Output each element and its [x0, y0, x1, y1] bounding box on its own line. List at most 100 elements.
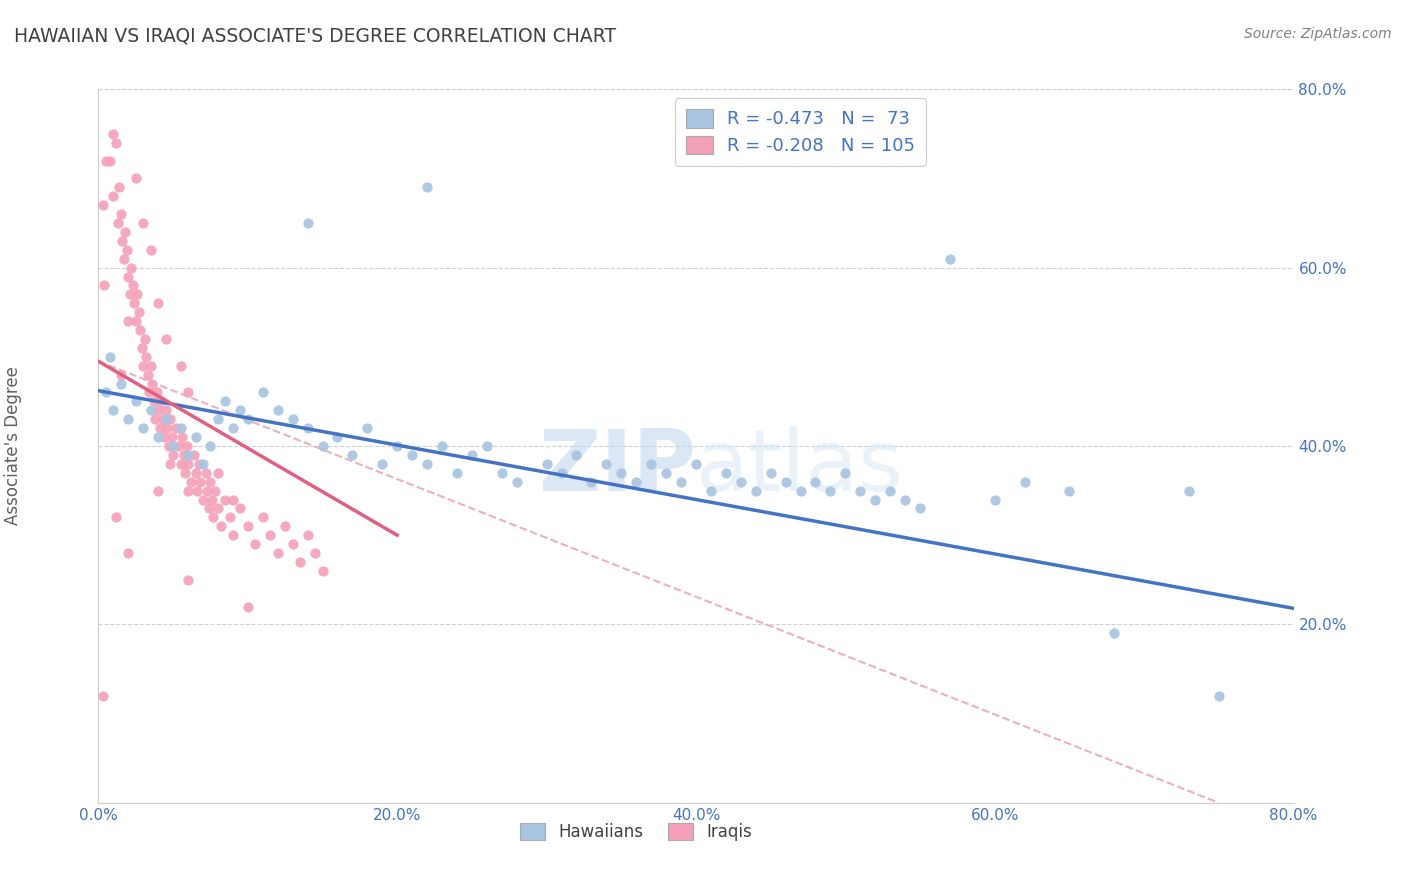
Point [430, 439, 453, 453]
Point [110, 376, 132, 391]
Point [252, 510, 274, 524]
Point [789, 483, 811, 498]
Point [849, 483, 872, 498]
Point [669, 475, 692, 489]
Point [245, 537, 267, 551]
Point [159, 412, 181, 426]
Point [98, 350, 122, 364]
Point [142, 394, 165, 409]
Point [342, 448, 364, 462]
Point [236, 412, 259, 426]
Point [297, 528, 319, 542]
Point [229, 403, 252, 417]
Point [117, 412, 139, 426]
Point [148, 430, 170, 444]
Text: Source: ZipAtlas.com: Source: ZipAtlas.com [1244, 27, 1392, 41]
Point [288, 555, 311, 569]
Point [125, 314, 148, 328]
Point [311, 564, 333, 578]
Point [536, 457, 558, 471]
Point [202, 510, 225, 524]
Point [595, 457, 617, 471]
Point [143, 412, 166, 426]
Point [222, 492, 245, 507]
Point [894, 492, 917, 507]
Point [939, 252, 962, 266]
Point [187, 457, 209, 471]
Point [259, 528, 281, 542]
Point [209, 519, 232, 533]
Point [132, 421, 155, 435]
Point [94, 153, 117, 168]
Point [1014, 475, 1036, 489]
Point [105, 136, 128, 150]
Point [714, 466, 737, 480]
Point [132, 216, 155, 230]
Point [416, 180, 439, 194]
Point [125, 171, 148, 186]
Point [204, 483, 226, 498]
Point [139, 243, 162, 257]
Point [506, 475, 529, 489]
Point [626, 475, 648, 489]
Point [169, 421, 191, 435]
Point [127, 287, 149, 301]
Point [1059, 483, 1081, 498]
Point [759, 466, 782, 480]
Point [281, 537, 304, 551]
Point [198, 501, 221, 516]
Point [155, 403, 177, 417]
Point [214, 394, 236, 409]
Point [186, 483, 208, 498]
Point [172, 430, 194, 444]
Text: atlas: atlas [696, 425, 904, 509]
Point [610, 466, 633, 480]
Point [169, 457, 191, 471]
Point [416, 457, 439, 471]
Point [152, 412, 174, 426]
Point [98, 153, 122, 168]
Point [93, 278, 115, 293]
Point [222, 421, 245, 435]
Point [139, 359, 162, 373]
Point [177, 573, 200, 587]
Point [820, 483, 842, 498]
Point [148, 403, 170, 417]
Point [117, 314, 139, 328]
Point [491, 466, 513, 480]
Point [124, 296, 146, 310]
Text: HAWAIIAN VS IRAQI ASSOCIATE'S DEGREE CORRELATION CHART: HAWAIIAN VS IRAQI ASSOCIATE'S DEGREE COR… [14, 27, 616, 45]
Point [730, 475, 752, 489]
Point [745, 483, 768, 498]
Point [207, 501, 229, 516]
Point [131, 341, 153, 355]
Point [173, 448, 195, 462]
Point [207, 412, 229, 426]
Point [222, 528, 245, 542]
Point [125, 394, 148, 409]
Point [94, 64, 117, 78]
Point [200, 439, 222, 453]
Point [565, 448, 588, 462]
Point [236, 519, 259, 533]
Point [91, 689, 114, 703]
Point [385, 439, 409, 453]
Point [156, 421, 179, 435]
Point [183, 448, 205, 462]
Point [115, 243, 138, 257]
Point [162, 448, 184, 462]
Point [371, 457, 394, 471]
Point [128, 305, 150, 319]
Point [267, 403, 290, 417]
Point [117, 269, 139, 284]
Point [207, 466, 229, 480]
Point [640, 457, 662, 471]
Point [149, 421, 172, 435]
Point [177, 448, 200, 462]
Point [804, 475, 827, 489]
Point [145, 385, 167, 400]
Point [103, 403, 125, 417]
Point [136, 368, 159, 382]
Point [195, 466, 218, 480]
Point [177, 385, 200, 400]
